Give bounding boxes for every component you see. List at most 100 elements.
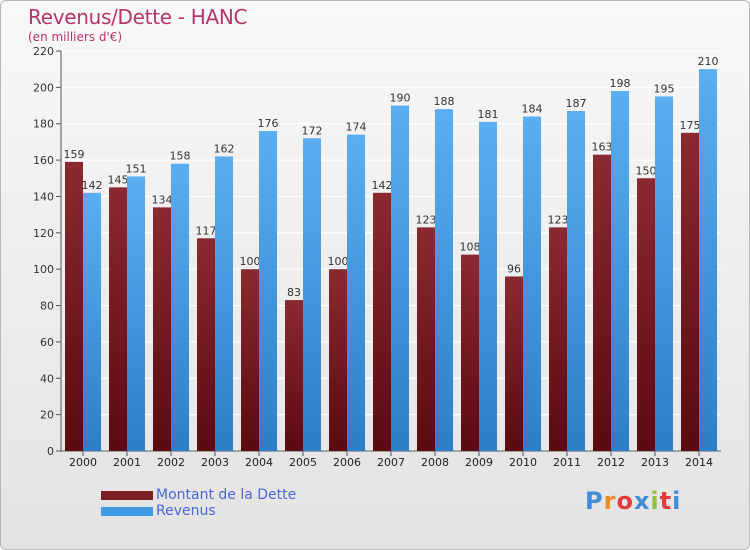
data-label-debt: 100 <box>240 255 261 268</box>
data-label-revenue: 187 <box>566 97 587 110</box>
bar-revenue <box>127 176 145 452</box>
bar-debt <box>417 227 435 451</box>
bar-revenue <box>611 91 629 451</box>
y-tick-label: 100 <box>33 263 54 276</box>
bar-revenue <box>391 105 409 451</box>
x-tick-label: 2007 <box>377 456 405 469</box>
bar-debt <box>153 207 171 451</box>
logo-letter: r <box>603 487 617 515</box>
bar-revenue <box>303 138 321 452</box>
x-tick-label: 2003 <box>201 456 229 469</box>
data-label-revenue: 195 <box>654 82 675 95</box>
logo-letter: t <box>659 487 673 515</box>
bar-debt <box>637 178 655 452</box>
legend-swatch-revenue <box>101 506 153 516</box>
legend-label-revenue: Revenus <box>156 503 216 519</box>
legend-label-debt: Montant de la Dette <box>156 487 297 503</box>
legend-item-debt: Montant de la Dette <box>101 487 296 503</box>
data-label-revenue: 151 <box>126 162 147 175</box>
y-tick-label: 140 <box>33 190 54 203</box>
x-tick-label: 2000 <box>69 456 97 469</box>
data-label-debt: 100 <box>328 255 349 268</box>
data-label-debt: 159 <box>64 148 85 161</box>
data-label-revenue: 181 <box>478 108 499 121</box>
chart-title: Revenus/Dette - HANC <box>28 5 248 29</box>
bar-debt <box>65 161 83 451</box>
data-label-revenue: 198 <box>610 77 631 90</box>
data-label-debt: 83 <box>287 286 301 299</box>
data-label-debt: 145 <box>108 173 129 186</box>
x-tick-label: 2008 <box>421 456 449 469</box>
data-label-debt: 142 <box>372 179 393 192</box>
bar-revenue <box>83 192 101 451</box>
bar-debt <box>593 154 611 452</box>
y-tick-label: 60 <box>40 336 54 349</box>
data-label-debt: 134 <box>152 193 173 206</box>
logo-letter: x <box>633 487 651 515</box>
x-tick-label: 2009 <box>465 456 493 469</box>
bar-revenue <box>347 134 365 452</box>
y-tick-label: 160 <box>33 154 54 167</box>
bar-debt <box>681 132 699 451</box>
x-tick-label: 2012 <box>597 456 625 469</box>
data-label-debt: 123 <box>548 213 569 226</box>
data-label-debt: 96 <box>507 262 521 275</box>
data-label-revenue: 158 <box>170 150 191 163</box>
data-label-revenue: 162 <box>214 142 235 155</box>
logo-letter: i <box>650 487 660 515</box>
x-tick-label: 2011 <box>553 456 581 469</box>
data-label-debt: 117 <box>196 224 217 237</box>
legend-item-revenue: Revenus <box>101 503 296 519</box>
data-label-revenue: 188 <box>434 95 455 108</box>
y-tick-label: 120 <box>33 227 54 240</box>
bar-revenue <box>479 121 497 451</box>
legend: Montant de la Dette Revenus <box>101 487 296 519</box>
x-tick-label: 2002 <box>157 456 185 469</box>
bar-revenue <box>523 116 541 452</box>
y-tick-label: 0 <box>47 445 54 458</box>
bar-debt <box>241 269 259 451</box>
data-label-revenue: 190 <box>390 92 411 105</box>
bar-revenue <box>259 131 277 451</box>
data-label-debt: 175 <box>680 119 701 132</box>
bar-debt <box>461 254 479 451</box>
y-tick-label: 80 <box>40 300 54 313</box>
bar-debt <box>197 238 215 451</box>
x-tick-label: 2006 <box>333 456 361 469</box>
logo-letter: i <box>672 487 682 515</box>
y-tick-label: 200 <box>33 81 54 94</box>
bar-revenue <box>699 69 717 451</box>
data-label-debt: 123 <box>416 213 437 226</box>
data-label-revenue: 210 <box>698 55 719 68</box>
data-label-revenue: 184 <box>522 102 543 115</box>
x-tick-label: 2013 <box>641 456 669 469</box>
bar-revenue <box>171 163 189 451</box>
x-tick-label: 2005 <box>289 456 317 469</box>
chart-subtitle: (en milliers d'€) <box>28 30 123 44</box>
x-tick-label: 2010 <box>509 456 537 469</box>
bar-debt <box>549 227 567 451</box>
data-label-revenue: 174 <box>346 121 367 134</box>
bar-revenue <box>215 156 233 452</box>
data-label-revenue: 172 <box>302 124 323 137</box>
data-label-revenue: 142 <box>82 179 103 192</box>
bar-revenue <box>435 109 453 451</box>
x-tick-label: 2001 <box>113 456 141 469</box>
y-tick-label: 20 <box>40 409 54 422</box>
bar-debt <box>505 276 523 451</box>
bar-revenue <box>655 96 673 452</box>
y-tick-label: 180 <box>33 118 54 131</box>
y-tick-label: 40 <box>40 372 54 385</box>
logo-letter: P <box>585 487 604 515</box>
bar-debt <box>373 192 391 451</box>
bar-debt <box>329 269 347 451</box>
x-tick-label: 2014 <box>685 456 713 469</box>
x-tick-label: 2004 <box>245 456 273 469</box>
bar-debt <box>285 300 303 451</box>
data-label-debt: 108 <box>460 241 481 254</box>
proxiti-logo: Proxiti <box>585 487 681 515</box>
data-label-revenue: 176 <box>258 117 279 130</box>
bar-revenue <box>567 111 585 451</box>
